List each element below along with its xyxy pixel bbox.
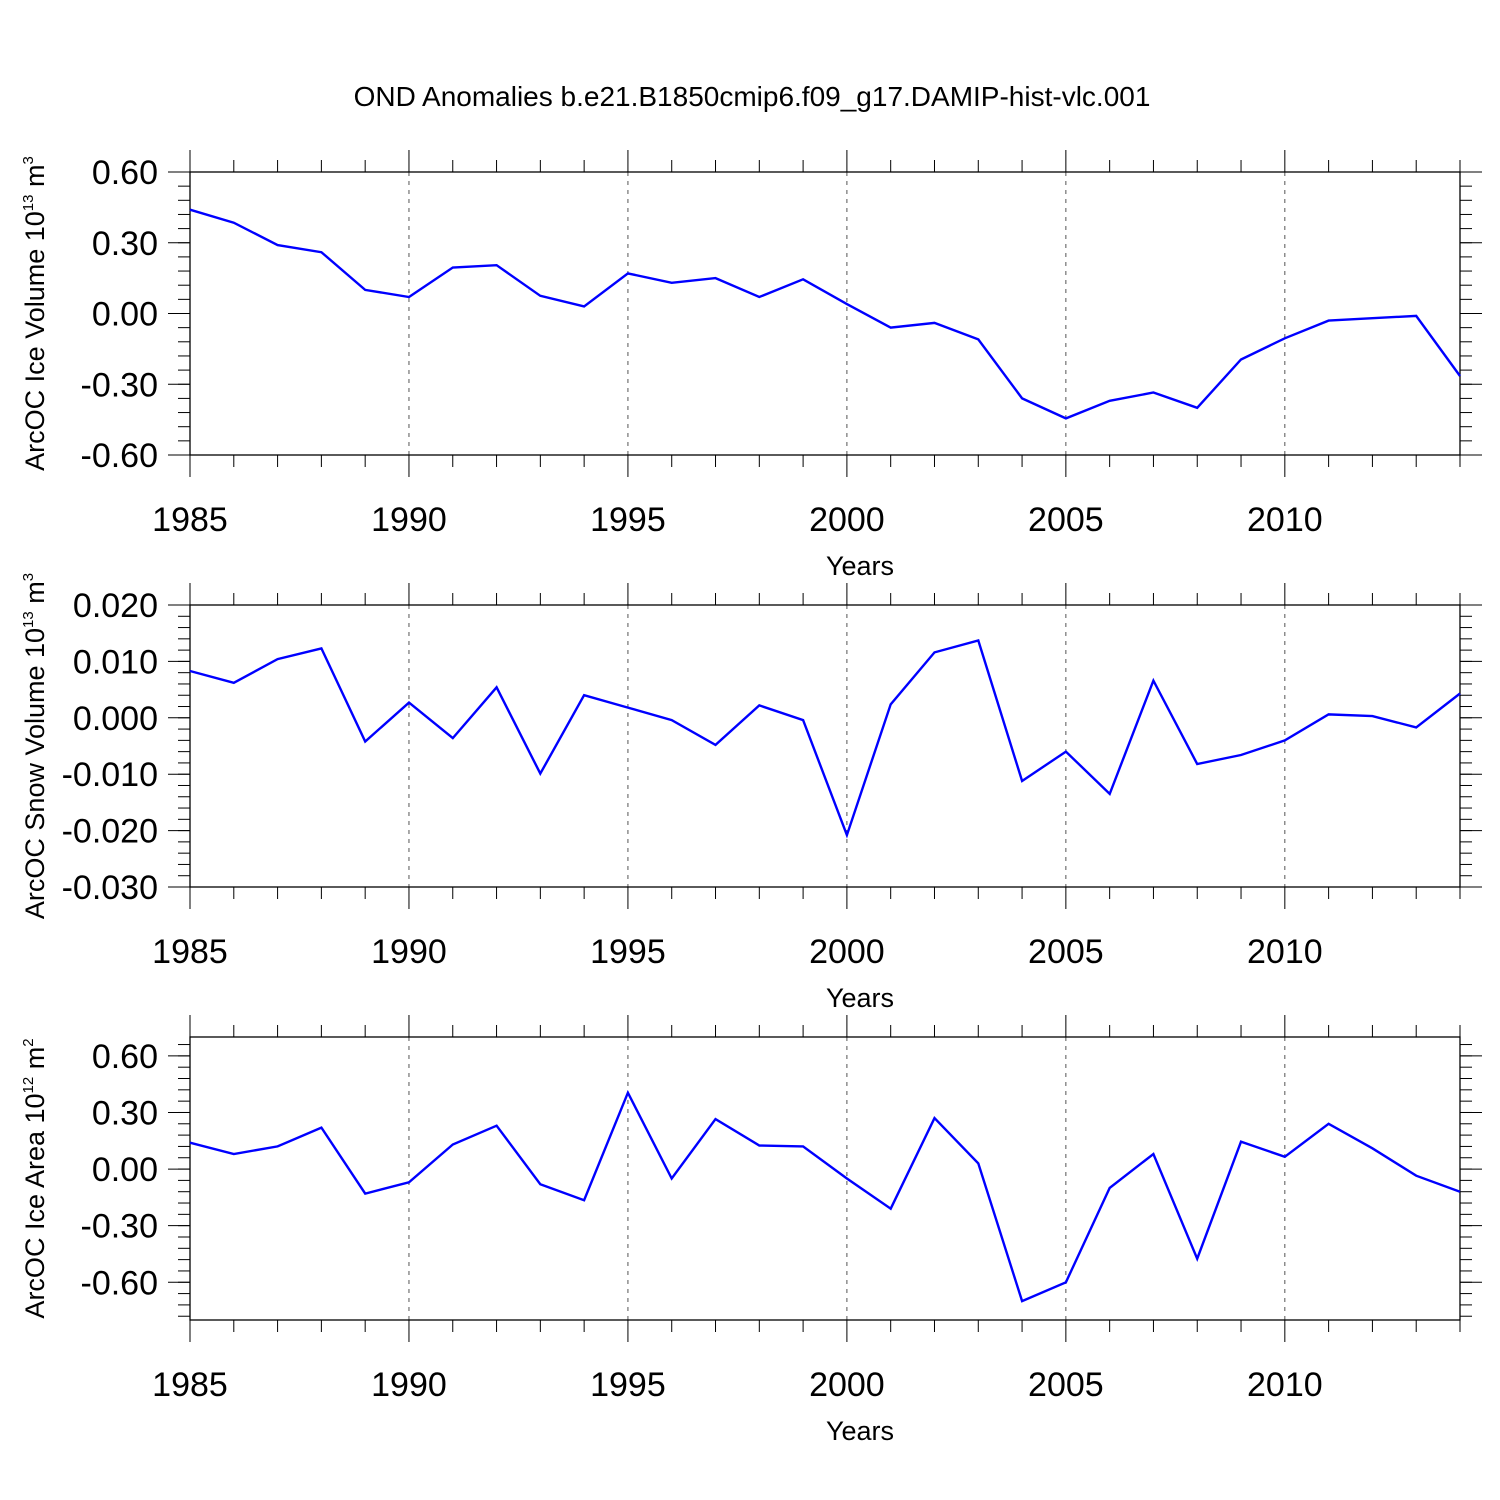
plot-frame [189,1036,1461,1321]
x-tick-label: 1990 [371,1366,447,1404]
x-axis-title: Years [826,983,894,1013]
x-tick-label: 1985 [152,1366,228,1404]
x-tick-label: 2000 [809,1366,885,1404]
x-tick-label: 1990 [371,501,447,539]
plot-frame [189,604,1461,888]
y-tick-label: 0.30 [92,225,158,263]
x-tick-label: 1985 [152,501,228,539]
series-line-arcoc-ice-area [189,1089,1461,1303]
y-tick-label: 0.60 [92,154,158,192]
series-line-arcoc-ice-volume [189,208,1461,420]
x-tick-label: 1995 [590,1366,666,1404]
x-axis-title: Years [826,551,894,581]
x-tick-label: 1995 [590,933,666,971]
x-tick-label: 2010 [1247,501,1323,539]
y-tick-label: 0.010 [73,643,158,681]
y-tick-label: -0.30 [81,366,159,404]
y-tick-label: 0.60 [92,1038,158,1076]
x-tick-label: 2005 [1028,933,1104,971]
series-line-arcoc-snow-volume [189,639,1461,839]
x-axis-title: Years [826,1416,894,1446]
x-tick-label: 2010 [1247,933,1323,971]
x-tick-label: 1995 [590,501,666,539]
y-tick-label: 0.00 [92,1151,158,1189]
x-tick-label: 1990 [371,933,447,971]
y-tick-label: -0.30 [81,1208,159,1246]
y-tick-label: 0.000 [73,700,158,738]
y-axis-title: ArcOC Ice Volume 1013 m3 [20,156,50,471]
chart-title: OND Anomalies b.e21.B1850cmip6.f09_g17.D… [354,81,1151,112]
y-tick-label: -0.010 [62,756,158,794]
y-axis-title: ArcOC Ice Area 1012 m2 [20,1038,50,1318]
y-tick-label: -0.030 [62,869,158,907]
y-tick-label: 0.00 [92,296,158,334]
x-tick-label: 2005 [1028,1366,1104,1404]
x-tick-label: 2010 [1247,1366,1323,1404]
chart-panel-3: 1985 1990 1995 2000 2005 2010 Years 0.60 0.30 0.0… [20,1015,1482,1446]
y-tick-label: -0.60 [81,1264,159,1302]
x-tick-label: 1985 [152,933,228,971]
chart-panel-2: 1985 1990 1995 2000 2005 2010 Years 0.020 0.010 0… [20,573,1482,1013]
chart-panel-1: 1985 1990 1995 2000 2005 2010 Years 0.60 0.30 0.0… [20,150,1482,581]
y-tick-label: 0.020 [73,587,158,625]
y-axis-title: ArcOC Snow Volume 1013 m3 [20,573,50,919]
y-tick-label: 0.30 [92,1094,158,1132]
x-tick-label: 2000 [809,933,885,971]
y-tick-label: -0.020 [62,813,158,851]
y-tick-label: -0.60 [81,437,159,475]
x-tick-label: 2000 [809,501,885,539]
x-tick-label: 2005 [1028,501,1104,539]
